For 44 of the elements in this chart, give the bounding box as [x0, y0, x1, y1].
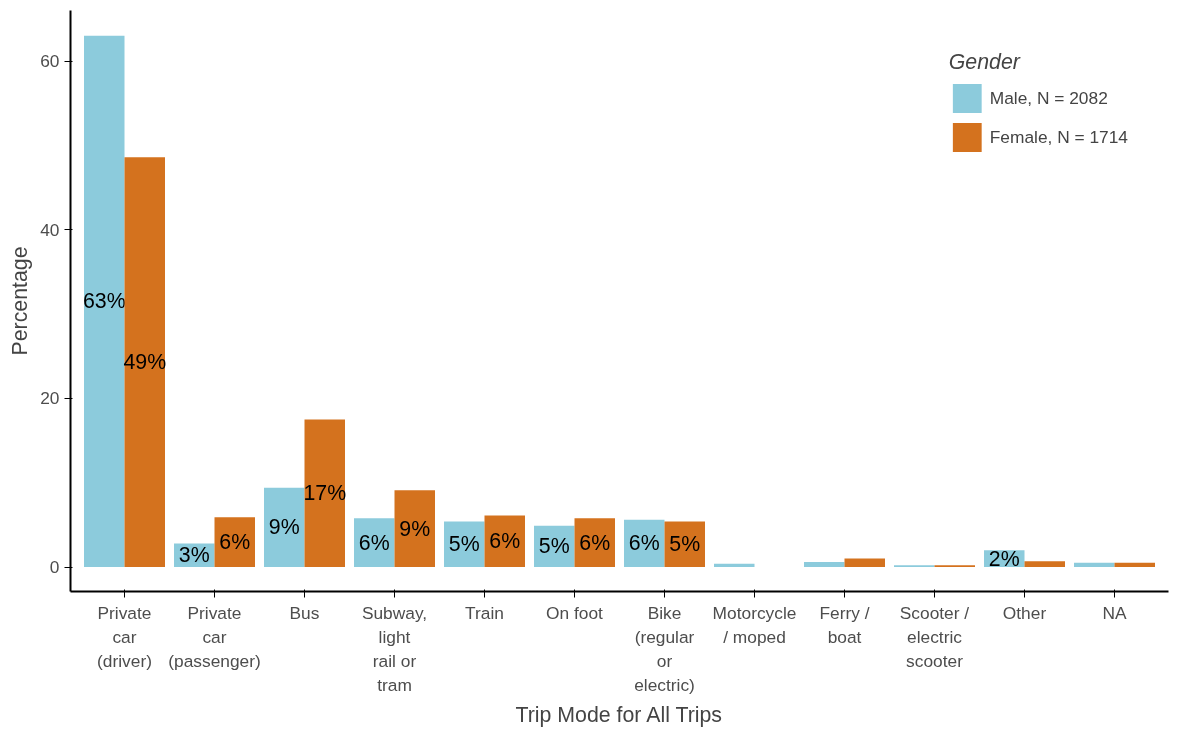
y-tick-label: 40: [40, 219, 60, 240]
legend-title: Gender: [948, 50, 1022, 75]
x-tick-label: Bus: [289, 602, 320, 623]
y-tick-label: 20: [40, 388, 60, 409]
data-label: 9%: [268, 515, 300, 540]
bar: [1024, 561, 1065, 568]
data-label: 2%: [988, 546, 1020, 571]
data-label: 6%: [579, 530, 611, 555]
x-axis-title: Trip Mode for All Trips: [515, 702, 723, 727]
y-axis-title: Percentage: [8, 246, 33, 356]
bar: [1114, 562, 1155, 568]
x-tick-label: Motorcycle / moped: [712, 602, 797, 647]
data-label: 3%: [178, 543, 210, 568]
bar: [714, 563, 755, 568]
x-tick-label: Private car (driver): [97, 602, 152, 671]
data-label: 63%: [82, 289, 126, 314]
data-label: 5%: [538, 534, 570, 559]
bar: [264, 487, 305, 568]
legend-label: Male, N = 2082: [989, 87, 1108, 109]
data-label: 9%: [399, 516, 431, 541]
x-tick-label: Scooter / electric scooter: [899, 602, 970, 671]
data-label: 6%: [489, 529, 521, 554]
bar: [394, 490, 435, 568]
y-tick-label: 60: [40, 51, 60, 72]
legend-label: Female, N = 1714: [989, 126, 1128, 148]
y-tick-label: 0: [49, 557, 60, 578]
x-tick-label: Subway, light rail or tram: [361, 602, 428, 695]
bar: [84, 35, 125, 568]
x-tick-label: On foot: [546, 602, 604, 623]
x-tick-label: Other: [1002, 602, 1047, 623]
x-tick-label: Private car (passenger): [168, 602, 261, 671]
x-tick-label: NA: [1102, 602, 1127, 623]
x-tick-label: Ferry / boat: [819, 602, 870, 647]
bar: [844, 558, 885, 568]
data-label: 6%: [628, 531, 660, 556]
x-tick-label: Train: [465, 602, 504, 623]
data-label: 6%: [358, 530, 390, 555]
data-label: 6%: [219, 530, 251, 555]
data-label: 5%: [669, 532, 701, 557]
x-tick-label: Bike (regular or electric): [634, 602, 695, 695]
bar: [1074, 562, 1115, 568]
bar: [804, 561, 845, 568]
bar: [124, 157, 165, 568]
data-label: 5%: [448, 532, 480, 557]
